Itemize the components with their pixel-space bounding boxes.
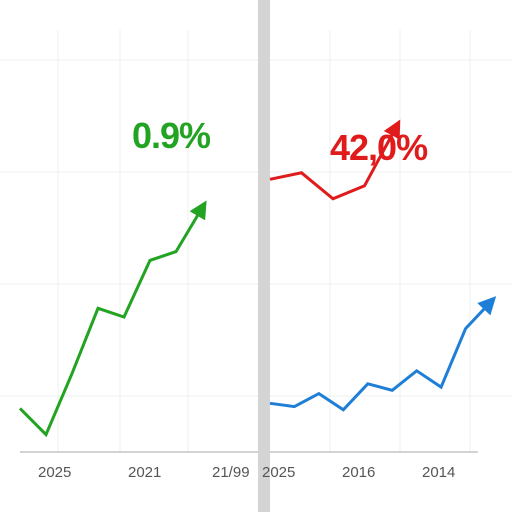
- left-series-line: [18, 200, 207, 438]
- right-grid: [270, 30, 512, 452]
- right-x-tick-label: 2014: [422, 464, 455, 481]
- right-panel: 42,0% 2025 2016 2014: [262, 30, 512, 481]
- right-lower-series-line: [269, 296, 497, 412]
- left-percent-label: 0.9%: [132, 115, 211, 156]
- left-x-tick-label: 2025: [38, 464, 71, 481]
- right-percent-label: 42,0%: [330, 127, 428, 168]
- right-x-tick-label: 2016: [342, 464, 375, 481]
- left-grid: [0, 30, 258, 452]
- right-upper-series-line: [269, 119, 401, 201]
- left-x-tick-label: 2021: [128, 464, 161, 481]
- right-x-tick-label: 2025: [262, 464, 295, 481]
- left-x-tick-label: 21/99: [212, 464, 250, 481]
- left-panel: 0.9% 2025 2021 21/99: [0, 30, 258, 481]
- panel-divider: [258, 0, 270, 512]
